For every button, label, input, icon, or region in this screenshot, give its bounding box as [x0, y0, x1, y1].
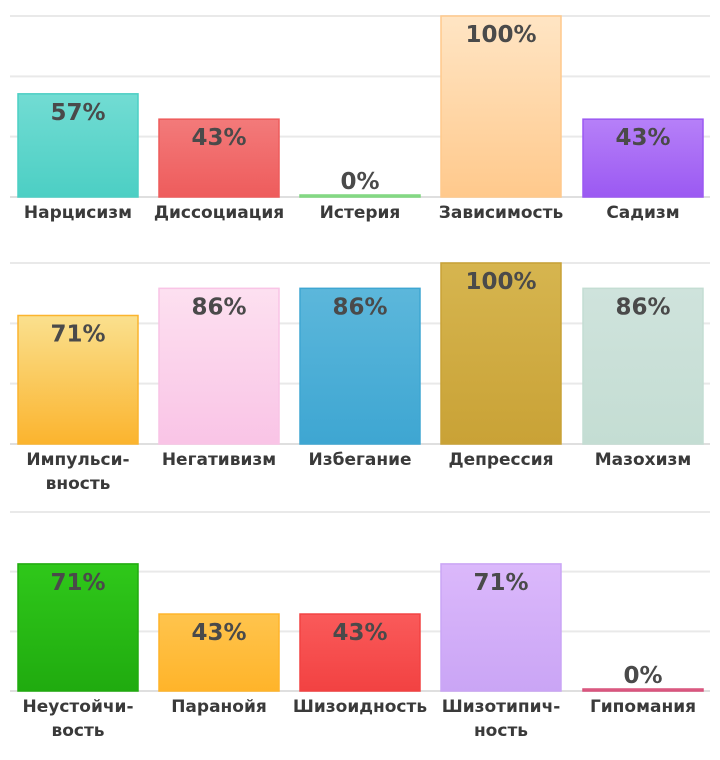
- bar-Садизм: [582, 118, 704, 198]
- category-label: Негативизм: [162, 450, 276, 470]
- data-label: 71%: [50, 321, 105, 347]
- category-label: Нарцисизм: [24, 203, 132, 223]
- bar-Импульсивность: [17, 314, 139, 445]
- bar-Депрессия: [440, 262, 562, 445]
- data-label: 86%: [332, 294, 387, 320]
- bar-Мазохизм: [582, 287, 704, 445]
- category-label: Паранойя: [171, 697, 267, 717]
- category-label: Диссоциация: [154, 203, 284, 223]
- data-label: 71%: [473, 570, 528, 596]
- data-label: 86%: [191, 294, 246, 320]
- bar-Шизоидность: [299, 613, 421, 692]
- category-label: Садизм: [606, 203, 679, 223]
- bar-Паранойя: [158, 613, 280, 692]
- bar-Диссоциация: [158, 118, 280, 198]
- category-label: Гипомания: [590, 697, 696, 717]
- data-label: 0%: [623, 663, 662, 689]
- category-label: Депрессия: [448, 450, 553, 470]
- category-label: Шизотипич-ность: [442, 697, 561, 741]
- data-label: 43%: [332, 620, 387, 646]
- bar-Избегание: [299, 287, 421, 445]
- data-label: 100%: [465, 22, 536, 48]
- bar-chart-2: 71% Импульси-вность 86% Негативизм 86% Избега…: [10, 262, 710, 494]
- data-label: 43%: [191, 125, 246, 151]
- bar-Негативизм: [158, 287, 280, 445]
- category-label: Зависимость: [439, 203, 563, 223]
- data-label: 86%: [615, 294, 670, 320]
- category-label: Истерия: [320, 203, 401, 223]
- data-label: 71%: [50, 570, 105, 596]
- bar-Неустойчивость: [17, 563, 139, 692]
- data-label: 0%: [340, 169, 379, 195]
- category-label: Импульси-вность: [26, 450, 129, 494]
- bar-Гипомания: [582, 688, 704, 692]
- category-label: Неустойчи-вость: [23, 697, 134, 741]
- bar-Шизотипичность: [440, 563, 562, 692]
- data-label: 100%: [465, 269, 536, 295]
- data-label: 57%: [50, 100, 105, 126]
- category-label: Шизоидность: [293, 697, 427, 717]
- data-label: 43%: [191, 620, 246, 646]
- data-label: 43%: [615, 125, 670, 151]
- category-label: Избегание: [308, 450, 411, 470]
- bar-chart-1: 57% Нарцисизм 43% Диссоциация 0% Истерия 100% З…: [10, 15, 710, 223]
- bar-Нарцисизм: [17, 93, 139, 198]
- bar-Истерия: [299, 194, 421, 198]
- bar-chart-3: 71% Неустойчи-вость 43% Паранойя 43% Шизоидно…: [10, 511, 710, 741]
- bar-Зависимость: [440, 15, 562, 198]
- category-label: Мазохизм: [595, 450, 692, 470]
